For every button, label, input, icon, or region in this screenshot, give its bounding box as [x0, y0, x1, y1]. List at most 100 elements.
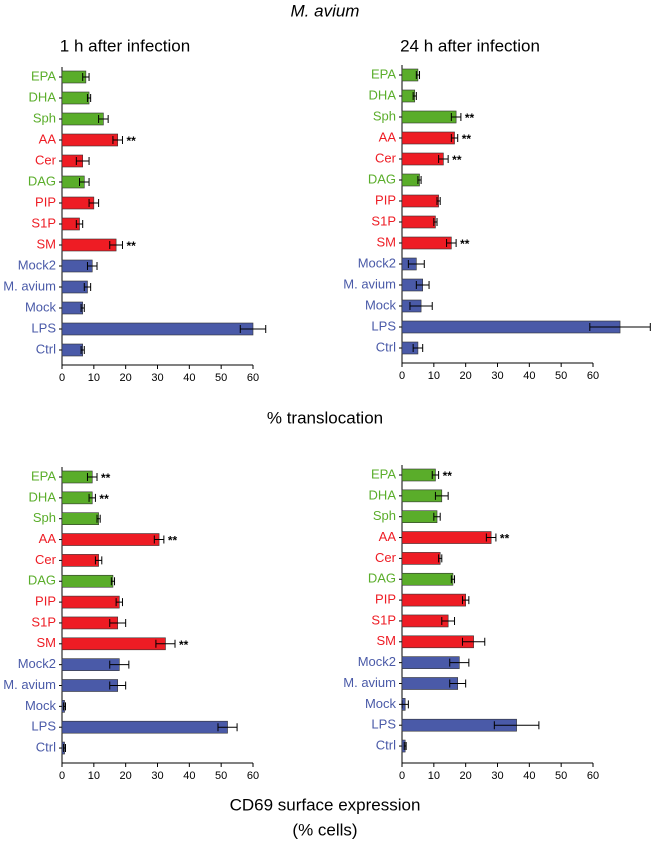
error-bar [434, 491, 449, 500]
category-label: EPA [371, 466, 396, 481]
category-label: Sph [33, 510, 56, 525]
category-label: SM [377, 633, 397, 648]
error-bar [401, 700, 409, 709]
category-label: DAG [28, 573, 56, 588]
bar [61, 343, 83, 357]
error-bar [94, 556, 103, 565]
x-tick-label: 20 [120, 372, 132, 384]
annotation: ** [99, 492, 109, 506]
error-bar [109, 241, 123, 249]
category-label: LPS [31, 320, 56, 335]
error-bar [438, 554, 443, 563]
bar [401, 593, 466, 607]
bar [401, 320, 621, 334]
x-tick-label: 10 [88, 770, 100, 782]
error-bar [217, 723, 238, 732]
x-tick-label: 60 [587, 770, 599, 782]
category-label: Mock2 [358, 654, 396, 669]
bar [61, 280, 88, 294]
error-bar [403, 742, 407, 751]
bar [61, 322, 254, 336]
x-tick-label: 10 [88, 372, 100, 384]
error-bar [239, 325, 267, 333]
bar [61, 720, 228, 734]
category-label: Ctrl [36, 739, 56, 754]
annotation: ** [443, 469, 453, 483]
error-bar [407, 260, 425, 268]
category-label: M. avium [343, 675, 396, 690]
bar [401, 68, 419, 82]
error-bar [449, 679, 467, 688]
bar [401, 614, 449, 628]
error-bar [98, 115, 109, 123]
bar [61, 574, 114, 588]
category-label: SM [377, 234, 397, 249]
error-bar [446, 239, 457, 247]
panel-title: 1 h after infection [60, 36, 190, 55]
category-label: Mock [365, 297, 397, 312]
category-label: LPS [31, 719, 56, 734]
x-tick-label: 40 [523, 370, 535, 382]
category-label: DAG [368, 571, 396, 586]
category-label: Mock [25, 698, 57, 713]
category-label: M. avium [3, 278, 56, 293]
category-label: M. avium [343, 276, 396, 291]
category-label: M. avium [3, 677, 56, 692]
category-label: DAG [28, 173, 56, 188]
axis-label: % translocation [267, 408, 383, 427]
category-label: SM [37, 236, 57, 251]
error-bar [75, 220, 84, 228]
axis-label: CD69 surface expression [230, 795, 421, 814]
category-label: PIP [35, 194, 56, 209]
x-tick-label: 0 [399, 370, 405, 382]
category-label: Mock [25, 299, 57, 314]
error-bar [109, 618, 127, 627]
x-tick-label: 10 [428, 370, 440, 382]
bar [401, 215, 436, 229]
annotation: ** [168, 534, 178, 548]
axis-label: (% cells) [292, 820, 357, 839]
error-bar [415, 71, 421, 79]
category-label: LPS [371, 717, 396, 732]
error-bar [431, 471, 440, 479]
category-label: DHA [369, 87, 397, 102]
x-tick-label: 10 [428, 770, 440, 782]
category-label: S1P [371, 213, 396, 228]
category-label: DAG [368, 171, 396, 186]
bar [61, 637, 166, 651]
annotation: ** [126, 134, 136, 148]
category-label: S1P [371, 612, 396, 627]
x-tick-label: 50 [215, 372, 227, 384]
error-bar [415, 281, 430, 289]
category-label: DHA [369, 487, 397, 502]
category-label: Cer [375, 550, 397, 565]
error-bar [109, 660, 130, 669]
error-bar [112, 136, 123, 144]
annotation: ** [126, 239, 136, 253]
category-label: DHA [29, 89, 57, 104]
category-label: AA [39, 531, 57, 546]
bar [401, 572, 454, 586]
error-bar [83, 283, 92, 291]
category-label: S1P [31, 614, 56, 629]
bar [61, 512, 99, 526]
annotation: ** [460, 237, 470, 251]
annotation: ** [452, 153, 462, 167]
annotation: ** [101, 471, 111, 485]
x-tick-label: 30 [151, 770, 163, 782]
category-label: EPA [31, 468, 56, 483]
error-bar [433, 218, 438, 226]
bar [61, 595, 120, 609]
category-label: Ctrl [376, 339, 396, 354]
category-label: AA [379, 129, 397, 144]
error-bar [75, 157, 90, 165]
category-label: EPA [31, 68, 56, 83]
bar [401, 468, 436, 482]
x-tick-label: 60 [247, 372, 259, 384]
bar [401, 173, 420, 187]
error-bar [417, 176, 422, 184]
bar [401, 152, 444, 166]
error-bar [88, 199, 100, 207]
x-tick-label: 40 [183, 770, 195, 782]
